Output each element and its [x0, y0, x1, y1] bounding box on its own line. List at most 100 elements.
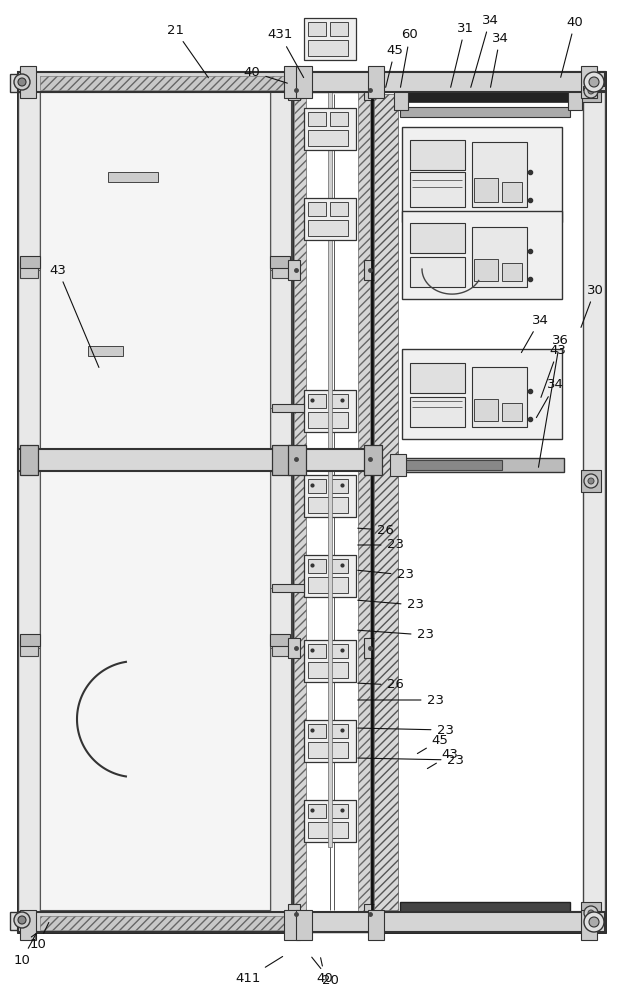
Bar — [40, 914, 270, 930]
Bar — [308, 130, 348, 146]
Bar — [330, 394, 348, 408]
Bar — [308, 479, 326, 493]
Bar — [32, 918, 62, 924]
Circle shape — [14, 74, 30, 90]
Bar — [581, 470, 601, 492]
Text: 10: 10 — [13, 934, 36, 966]
Bar — [410, 257, 465, 287]
Text: 34: 34 — [521, 314, 548, 353]
Bar — [400, 107, 570, 117]
Bar — [330, 644, 348, 658]
Circle shape — [14, 912, 30, 928]
Bar — [304, 390, 356, 432]
Bar — [410, 140, 465, 170]
Bar — [308, 577, 348, 593]
Text: 43: 43 — [427, 748, 458, 769]
Bar — [270, 449, 290, 471]
Bar — [372, 72, 605, 92]
Circle shape — [584, 906, 598, 920]
Circle shape — [589, 77, 599, 87]
Bar — [581, 910, 597, 940]
Bar — [330, 559, 348, 573]
Bar — [20, 451, 38, 467]
Text: 43: 43 — [49, 263, 99, 367]
Bar — [40, 916, 290, 930]
Text: 45: 45 — [417, 734, 448, 754]
Bar — [472, 227, 527, 287]
Bar — [20, 66, 36, 98]
Text: 23: 23 — [358, 538, 403, 552]
Bar — [402, 127, 562, 222]
Bar — [18, 72, 292, 932]
Bar — [410, 363, 465, 393]
Bar — [272, 404, 304, 412]
Bar — [18, 72, 40, 932]
Bar — [364, 449, 376, 469]
Bar — [308, 644, 326, 658]
Bar — [364, 445, 382, 475]
Bar — [308, 559, 326, 573]
Text: 411: 411 — [235, 956, 283, 984]
Bar — [502, 403, 522, 421]
Bar — [472, 367, 527, 427]
Bar — [308, 202, 326, 216]
Text: 26: 26 — [358, 524, 394, 536]
Bar — [330, 22, 348, 36]
Bar — [390, 454, 406, 476]
Bar — [284, 910, 300, 940]
Bar — [308, 112, 326, 126]
Bar — [364, 638, 376, 658]
Bar — [394, 86, 408, 110]
Bar — [18, 72, 605, 92]
Circle shape — [584, 84, 598, 98]
Circle shape — [18, 78, 26, 86]
Bar — [410, 397, 465, 427]
Bar — [18, 451, 292, 469]
Bar — [288, 80, 300, 100]
Text: 34: 34 — [491, 31, 508, 87]
Bar — [32, 80, 62, 86]
Bar — [288, 449, 300, 469]
Text: 34: 34 — [536, 378, 564, 418]
Bar — [410, 223, 465, 253]
Bar — [20, 634, 40, 646]
Text: 10: 10 — [30, 923, 49, 952]
Text: 26: 26 — [358, 678, 403, 692]
Text: 23: 23 — [358, 754, 463, 766]
Bar — [308, 220, 348, 236]
Bar — [368, 66, 384, 98]
Bar — [472, 142, 527, 207]
Bar — [270, 256, 290, 268]
Bar — [402, 460, 502, 470]
Bar — [474, 259, 498, 281]
Circle shape — [584, 474, 598, 488]
Bar — [568, 86, 582, 110]
Bar — [374, 94, 398, 910]
Bar — [18, 449, 372, 471]
Circle shape — [588, 478, 594, 484]
Bar — [292, 72, 372, 92]
Bar — [330, 724, 348, 738]
Bar — [308, 412, 348, 428]
Bar — [583, 86, 605, 90]
Bar — [292, 72, 372, 932]
Bar — [308, 804, 326, 818]
Bar — [308, 724, 326, 738]
Text: 40: 40 — [316, 958, 333, 984]
Bar — [330, 804, 348, 818]
Circle shape — [588, 88, 594, 94]
Bar — [330, 202, 348, 216]
Bar — [402, 349, 562, 439]
Bar — [288, 260, 300, 280]
Bar — [294, 92, 306, 912]
Bar — [474, 178, 498, 202]
Bar — [502, 263, 522, 281]
Bar — [502, 182, 522, 202]
Bar — [304, 800, 356, 842]
Text: 431: 431 — [268, 28, 304, 78]
Bar — [40, 92, 270, 449]
Text: 23: 23 — [358, 694, 444, 706]
Bar — [330, 112, 348, 126]
Bar — [304, 18, 356, 60]
Circle shape — [584, 912, 604, 932]
